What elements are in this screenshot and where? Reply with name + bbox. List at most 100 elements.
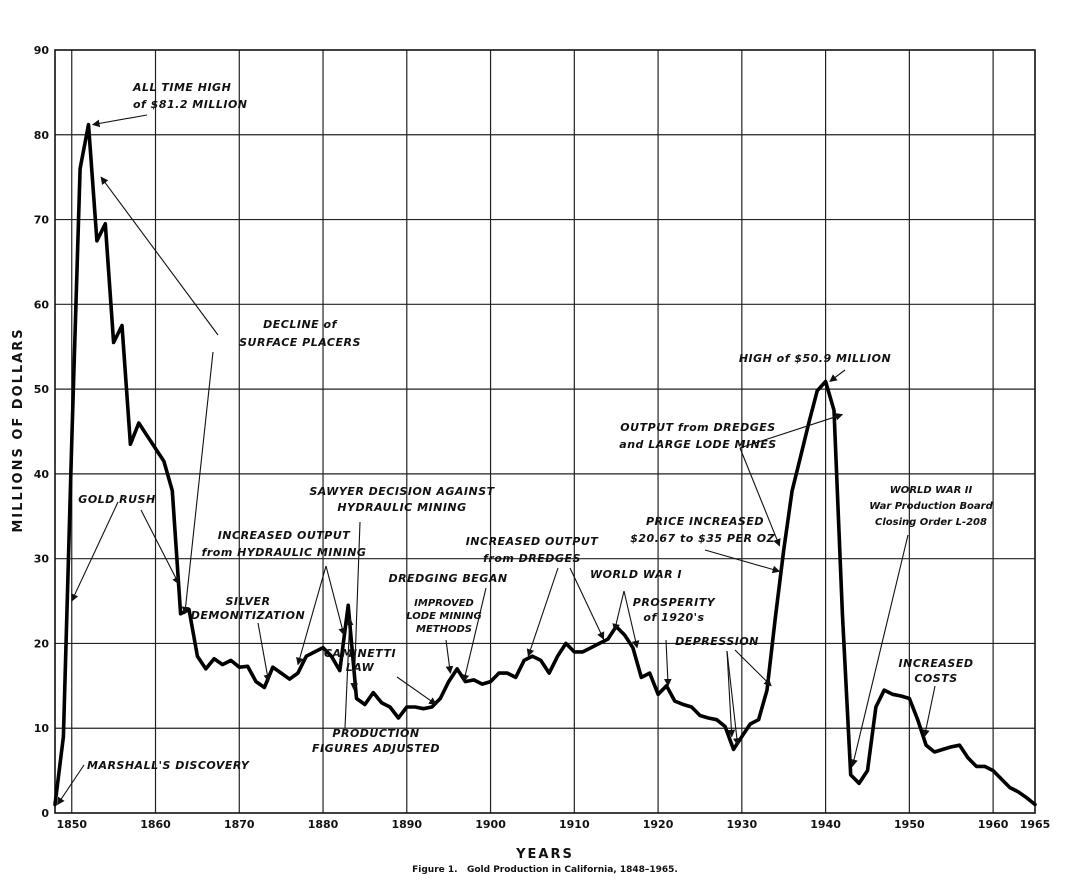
series-layer	[53, 122, 1037, 807]
data-point	[456, 668, 458, 670]
data-point	[674, 700, 676, 702]
data-point	[272, 666, 274, 668]
y-tick-label: 30	[34, 553, 50, 566]
annotation-1: DECLINE of SURFACE PLACERS	[100, 176, 360, 615]
chart-caption: Figure 1. Gold Production in California,…	[412, 865, 678, 875]
data-point	[766, 689, 768, 691]
data-point	[590, 647, 592, 649]
annotation-7: PRODUCTION FIGURES ADJUSTED	[312, 617, 440, 755]
x-tick-label: 1920	[643, 818, 674, 831]
data-point	[975, 765, 977, 767]
data-point	[113, 341, 115, 344]
annotation-text: SILVER	[225, 595, 270, 608]
data-point	[749, 723, 751, 725]
data-point	[883, 689, 885, 691]
data-point	[632, 647, 634, 649]
data-point	[808, 422, 810, 424]
data-point	[330, 655, 333, 657]
annotation-arrow	[663, 639, 672, 687]
annotation-14: PRICE INCREASED $20.67 to $35 PER OZ.	[630, 515, 781, 574]
data-point	[816, 390, 818, 392]
data-point	[875, 706, 877, 708]
annotation-19: INCREASED COSTS	[899, 657, 974, 738]
annotation-text: GOLD RUSH	[78, 493, 155, 506]
data-point	[129, 443, 131, 445]
data-point	[690, 706, 693, 708]
x-tick-label: 1880	[308, 818, 339, 831]
plot-frame	[54, 49, 1036, 814]
data-point	[481, 683, 483, 685]
data-point	[925, 744, 927, 746]
annotation-arrow	[181, 351, 214, 615]
annotation-4: INCREASED OUTPUT from HYDRAULIC MINING	[202, 529, 366, 666]
data-point	[950, 746, 952, 748]
data-point	[205, 668, 207, 670]
data-point	[221, 664, 224, 666]
data-point	[732, 748, 735, 751]
annotation-11: INCREASED OUTPUT from DREDGES	[466, 535, 605, 657]
data-point	[548, 672, 550, 674]
data-point	[908, 697, 910, 700]
data-point	[71, 439, 73, 441]
data-point	[657, 693, 659, 695]
data-point	[372, 692, 374, 694]
data-point	[1034, 803, 1036, 806]
annotation-arrow	[739, 447, 781, 547]
data-point	[841, 613, 843, 615]
data-point	[288, 678, 291, 680]
data-point	[305, 655, 307, 657]
y-tick-label: 0	[41, 807, 49, 820]
annotation-arrow	[396, 676, 437, 705]
data-point	[54, 803, 56, 806]
data-point	[774, 617, 776, 619]
annotation-arrow	[739, 413, 844, 449]
data-point	[757, 719, 760, 721]
annotation-13: PROSPERITY of 1920's	[633, 596, 715, 687]
data-point	[464, 680, 467, 683]
data-point	[280, 672, 282, 674]
annotation-arrow	[829, 369, 846, 382]
data-point	[364, 703, 366, 706]
data-point	[397, 717, 400, 719]
annotation-text: DREDGING BEGAN	[388, 572, 507, 585]
x-tick-label: 1910	[559, 818, 590, 831]
data-point	[171, 490, 173, 492]
data-point	[942, 748, 944, 751]
data-point	[389, 706, 391, 708]
data-point	[858, 782, 860, 784]
annotation-text: WORLD WAR I	[590, 568, 682, 581]
annotation-text: SAWYER DECISION AGAINST	[309, 485, 495, 498]
x-tick-label: 1950	[894, 818, 925, 831]
data-point	[607, 638, 609, 640]
data-point	[230, 659, 232, 662]
annotation-10: IMPROVED LODE MINING METHODS	[406, 598, 482, 674]
x-tick-label: 1900	[475, 818, 506, 831]
data-point	[87, 124, 90, 126]
annotation-arrow	[296, 565, 327, 666]
data-point	[79, 168, 81, 170]
data-point	[414, 706, 416, 708]
annotation-3: MARSHALL'S DISCOVERY	[57, 759, 249, 806]
annotation-text: INCREASED	[899, 657, 974, 670]
data-point	[263, 686, 266, 689]
y-tick-label: 50	[34, 383, 50, 396]
y-tick-label: 10	[34, 722, 50, 735]
data-point	[62, 736, 64, 738]
annotation-arrow	[445, 639, 454, 674]
annotation-text: INCREASED OUTPUT	[218, 529, 352, 542]
data-point	[783, 549, 785, 551]
data-point	[355, 697, 358, 700]
annotation-text: DEMONITIZATION	[191, 609, 305, 622]
annotation-arrow	[344, 617, 354, 729]
x-tick-label: 1870	[224, 818, 255, 831]
annotation-17: HIGH of $50.9 MILLION	[739, 352, 891, 382]
x-tick-label: 1965	[1020, 818, 1051, 831]
production-line	[53, 122, 1037, 807]
annotation-text: of 1920's	[643, 611, 704, 624]
data-point	[498, 672, 500, 674]
data-point	[196, 655, 198, 657]
y-axis-title: MILLIONS OF DOLLARS	[11, 327, 26, 532]
